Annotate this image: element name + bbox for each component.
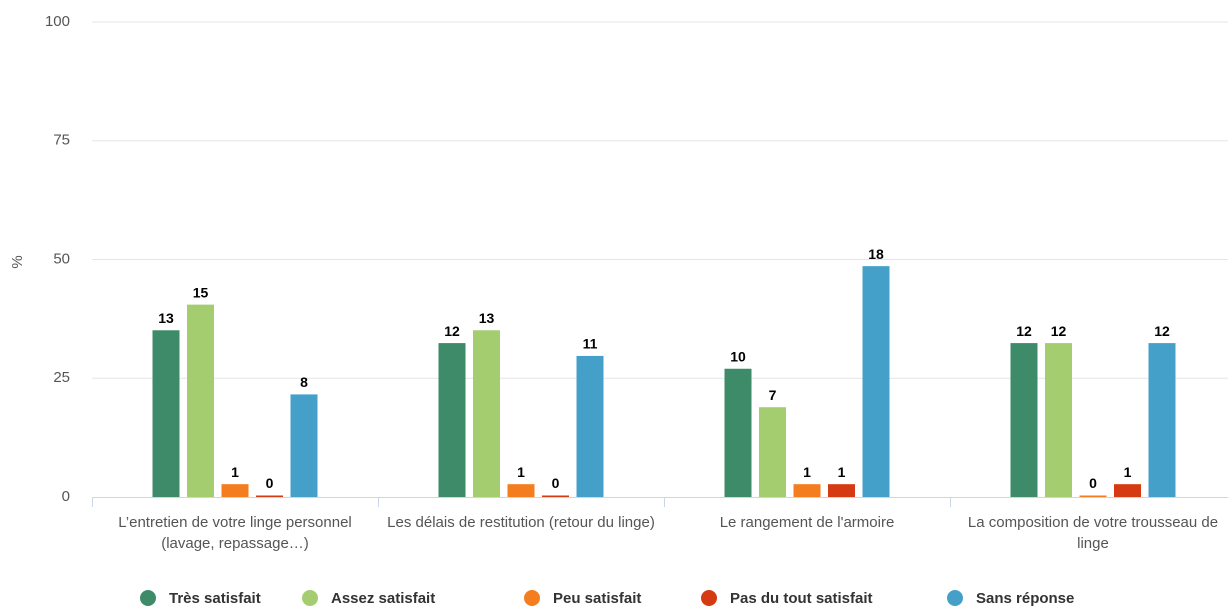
bar [507,484,535,497]
data-label: 12 [1154,323,1170,339]
bar [862,266,890,497]
bar [1148,343,1176,497]
legend-label: Sans réponse [976,590,1074,607]
data-label: 10 [730,348,746,364]
y-tick-label: 100 [45,13,70,30]
bar [1114,484,1141,497]
legend-label: Assez satisfait [331,590,435,607]
bar [1010,343,1038,497]
bar [187,304,214,497]
legend-label: Peu satisfait [553,590,641,607]
bar [290,394,318,497]
bar [542,495,569,497]
bar [793,484,821,497]
data-label: 13 [158,310,174,326]
x-tick-label: Le rangement de l'armoire [719,514,895,531]
data-label: 1 [838,464,846,480]
data-label: 1 [231,464,239,480]
y-axis-label: % [9,255,26,268]
y-tick-label: 0 [62,488,70,505]
bar [828,484,855,497]
data-label: 0 [552,475,560,491]
bar [473,330,500,497]
data-label: 12 [444,323,460,339]
legend-marker [701,590,717,606]
legend-marker [140,590,156,606]
data-label: 12 [1051,323,1067,339]
data-label: 1 [517,464,525,480]
bar [152,330,180,497]
bar [256,495,283,497]
x-tick-label: La composition de votre trousseau de lin… [967,514,1219,552]
data-label: 11 [583,336,598,352]
data-label: 7 [769,387,777,403]
x-tick-label: L’entretien de votre linge personnel (la… [118,514,352,552]
data-label: 0 [266,475,274,491]
data-label: 15 [193,284,209,300]
data-label: 1 [803,464,811,480]
legend-label: Très satisfait [169,590,261,607]
data-label: 12 [1016,323,1032,339]
legend-label: Pas du tout satisfait [730,590,873,607]
bar [1079,495,1107,497]
bar [759,407,786,497]
x-tick-label: Les délais de restitution (retour du lin… [387,514,655,531]
data-label: 0 [1089,475,1097,491]
data-label: 18 [868,246,884,262]
data-label: 8 [300,374,308,390]
data-label: 13 [479,310,495,326]
y-tick-label: 50 [53,250,70,267]
legend-marker [302,590,318,606]
bar [1045,343,1072,497]
y-tick-label: 25 [53,369,70,386]
y-tick-label: 75 [53,132,70,149]
bar [724,368,752,497]
bar [576,355,604,497]
legend-marker [524,590,540,606]
legend-marker [947,590,963,606]
bar [438,343,466,497]
data-label: 1 [1124,464,1132,480]
bar [221,484,249,497]
